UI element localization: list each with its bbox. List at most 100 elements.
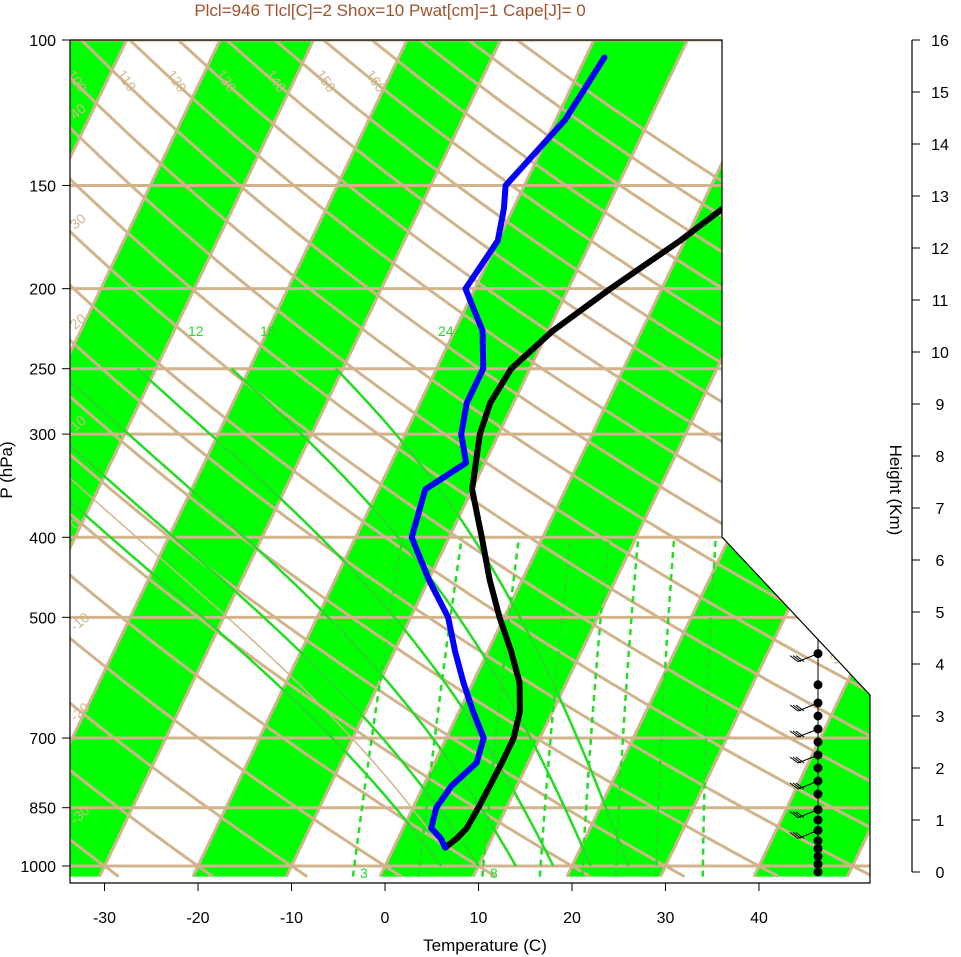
wind-barb-feather	[792, 405, 802, 413]
wind-barb-feather	[789, 730, 799, 738]
wind-barb-feather	[795, 509, 805, 517]
isotherm-label-right: 10	[727, 335, 749, 357]
height-marker	[813, 617, 823, 627]
height-tick-label: 10	[931, 345, 949, 362]
moist-adiabat-line	[70, 367, 480, 867]
pressure-tick-label: 200	[29, 282, 56, 299]
height-marker	[813, 711, 823, 721]
wind-barb-feather	[792, 811, 802, 818]
x-axis-label: Temperature (C)	[423, 936, 547, 955]
height-tick-label: 8	[936, 449, 945, 466]
wind-barb-feather	[792, 832, 802, 839]
height-axis-label: Height (Km)	[886, 445, 905, 536]
dry-adiabat-line	[70, 40, 214, 878]
wind-barb-feather	[789, 301, 799, 309]
dry-adiabat-line	[70, 40, 591, 878]
dry-adiabat-line	[80, 40, 870, 878]
y-axis-label: P (hPa)	[0, 441, 16, 498]
height-tick-label: 2	[936, 761, 945, 778]
wind-barb-feather	[789, 587, 799, 595]
wind-barb-feather	[795, 301, 805, 309]
temperature-tick-label: 40	[750, 910, 768, 927]
height-tick-label: 3	[936, 709, 945, 726]
height-tick-label: 1	[936, 813, 945, 830]
wind-barb	[797, 728, 819, 738]
wind-barb-feather	[792, 756, 802, 764]
dry-adiabat-line	[70, 40, 870, 878]
temperature-tick-label: -10	[280, 910, 303, 927]
dry-adiabat-line	[70, 40, 309, 878]
moist-adiabat-label: 32	[648, 323, 664, 339]
pressure-tick-label: 1000	[20, 859, 56, 876]
moist-adiabat-line	[136, 367, 555, 867]
wind-barb-feather	[795, 405, 805, 413]
isotherm-line	[752, 40, 870, 878]
wind-barb-feather	[789, 655, 799, 662]
parcel-path	[70, 288, 446, 849]
wind-barb-feather	[789, 704, 799, 712]
height-marker	[813, 139, 823, 149]
mixing-ratio-line	[351, 537, 404, 877]
green-band	[70, 40, 510, 877]
height-marker	[813, 451, 823, 461]
isotherm-label-right: 10	[747, 535, 769, 557]
mixing-ratio-line	[614, 537, 640, 877]
wind-barb-feather	[795, 782, 805, 790]
wind-barb-feather	[789, 832, 799, 839]
temperature-tick-label: 30	[657, 910, 675, 927]
height-marker	[813, 399, 823, 409]
height-tick-label: 12	[931, 241, 949, 258]
pressure-tick-label: 100	[29, 33, 56, 50]
dry-adiabat-line	[70, 40, 780, 878]
wind-barb-feather	[789, 197, 799, 205]
wind-barb-feather	[795, 655, 805, 662]
wind-barb-feather	[789, 509, 799, 517]
wind-barb-feather	[792, 301, 802, 309]
wind-barb-feather	[795, 197, 805, 205]
tropopause-marker	[811, 153, 825, 167]
height-tick-label: 15	[931, 85, 949, 102]
wind-barb	[797, 299, 819, 309]
height-tick-label: 13	[931, 189, 949, 206]
wind-barb-feather	[789, 782, 799, 790]
temperature-tick-label: 0	[381, 910, 390, 927]
height-marker	[813, 243, 823, 253]
wind-barb-feather	[792, 509, 802, 517]
mixing-ratio-line	[701, 537, 718, 877]
moist-adiabat-label: 12	[188, 323, 204, 339]
height-marker	[813, 295, 823, 305]
height-tick-label: 0	[936, 865, 945, 882]
wind-barb	[797, 702, 819, 712]
isotherm-line	[70, 40, 324, 878]
height-marker	[813, 859, 823, 869]
height-tick-label: 9	[936, 397, 945, 414]
temperature-tick-label: 20	[563, 910, 581, 927]
temperature-tick-label: -20	[186, 910, 209, 927]
height-tick-label: 16	[931, 33, 949, 50]
isotherm-line	[285, 40, 698, 878]
mixing-ratio-line	[654, 537, 676, 877]
height-marker	[813, 815, 823, 825]
pressure-tick-label: 400	[29, 530, 56, 547]
dry-adiabat-label: 90	[14, 67, 36, 89]
dry-adiabat-line	[70, 40, 403, 878]
isotherm-line	[98, 40, 511, 878]
wind-barb-feather	[795, 730, 805, 738]
height-marker	[813, 191, 823, 201]
mixing-ratio-line	[580, 537, 610, 877]
wind-barb-feather	[795, 832, 805, 839]
isotherm-label-right: 0	[727, 455, 743, 472]
wind-barb-feather	[795, 811, 805, 818]
temperature-tick-label: 10	[470, 910, 488, 927]
plot-frame	[69, 39, 871, 884]
wind-barb-feather	[789, 405, 799, 413]
wind-barb	[797, 754, 819, 764]
moist-adiabat-line	[230, 367, 592, 867]
temperature-tick-label: -30	[93, 910, 116, 927]
chart-title: Plcl=946 Tlcl[C]=2 Shox=10 Pwat[cm]=1 Ca…	[194, 1, 585, 20]
wind-barb-feather	[792, 730, 802, 738]
dry-adiabat-line	[70, 40, 497, 878]
dry-adiabat-line	[177, 40, 870, 878]
isotherm-label-right: 20	[787, 585, 809, 607]
